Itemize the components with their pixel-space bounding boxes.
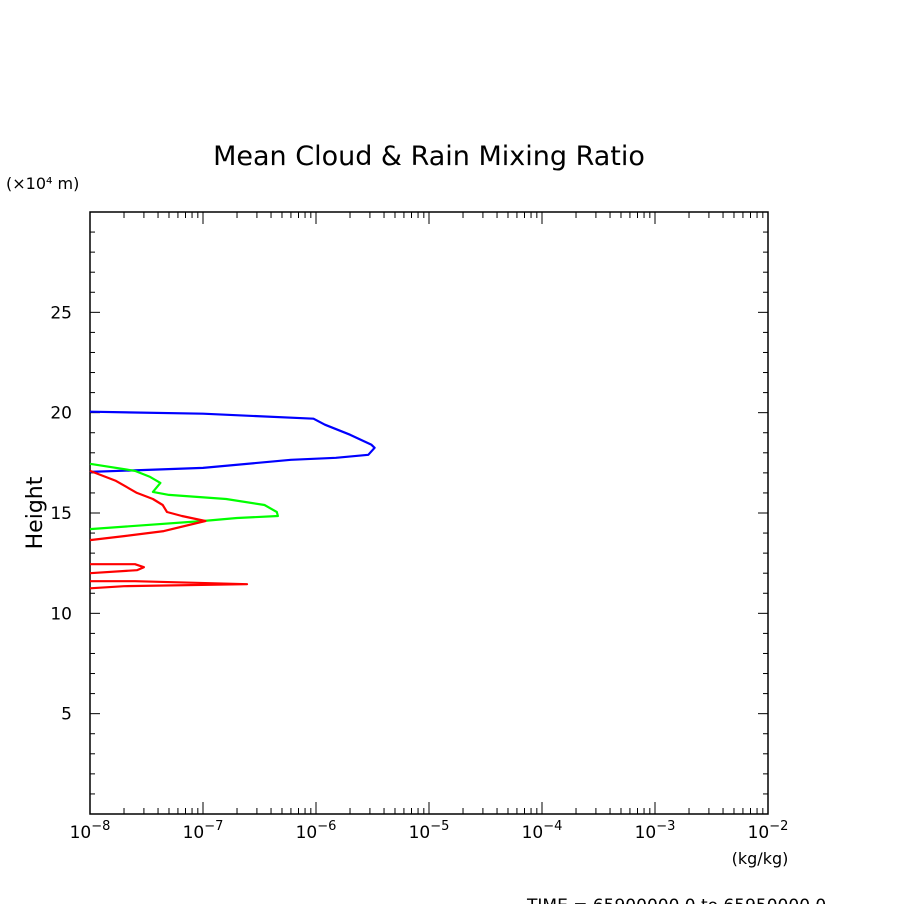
chart-title: Mean Cloud & Rain Mixing Ratio (213, 141, 645, 172)
x-tick-label: 10−8 (70, 819, 111, 843)
y-tick-label: 25 (50, 303, 72, 323)
series-lines (89, 410, 376, 590)
x-tick-label: 10−5 (409, 819, 450, 843)
series-line-2 (89, 462, 279, 531)
x-tick-label: 10−7 (183, 819, 224, 843)
x-unit-label: (kg/kg) (732, 849, 789, 868)
series-line-5 (89, 580, 249, 590)
y-unit-label: (×10⁴ m) (6, 174, 79, 193)
y-tick-label: 10 (50, 604, 72, 624)
tick-labels: 5 10 15 20 25 10−8 10−7 10−6 10−5 10−4 10−3 10−2 (50, 303, 788, 843)
y-tick-label: 20 (50, 404, 72, 424)
y-axis-label: Height (23, 476, 48, 549)
series-line-4 (89, 563, 145, 575)
y-tick-label: 5 (61, 705, 72, 725)
x-tick-label: 10−2 (748, 819, 789, 843)
series-line-1 (89, 410, 376, 473)
axis-ticks (89, 212, 769, 814)
y-tick-label: 15 (50, 504, 72, 524)
plot-frame (89, 211, 769, 815)
x-tick-label: 10−6 (296, 819, 337, 843)
x-tick-label: 10−4 (522, 819, 563, 843)
time-footer: TIME = 65900000.0 to 65950000.0 (526, 896, 826, 904)
series-line-3 (89, 469, 207, 542)
x-tick-label: 10−3 (635, 819, 676, 843)
